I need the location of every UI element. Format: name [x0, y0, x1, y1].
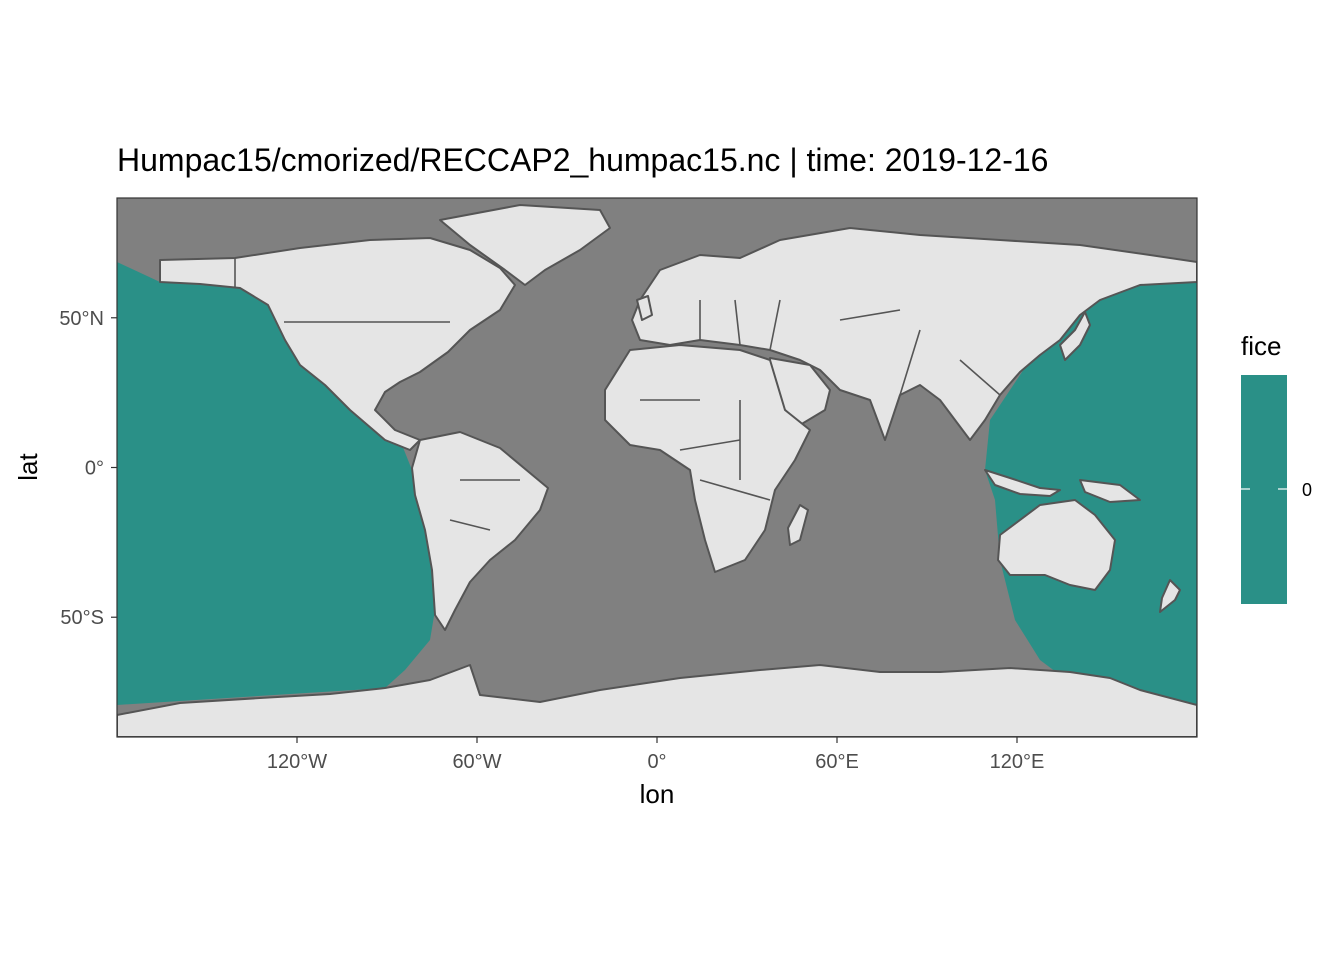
y-axis [111, 317, 117, 618]
land-north-america [159, 237, 516, 451]
land-madagascar [787, 504, 809, 546]
x-tick-label: 60°E [815, 751, 859, 773]
land-indonesia [984, 469, 1061, 497]
x-tick-label: 60°W [452, 751, 501, 773]
land-australia [997, 499, 1116, 591]
x-axis [296, 737, 1018, 743]
x-tick-label: 0° [647, 751, 666, 773]
y-axis-title: lat [13, 452, 43, 480]
land-uk [636, 295, 653, 321]
x-tick-labels: 120°W 60°W 0° 60°E 120°E [267, 751, 1044, 773]
y-tick-label: 50°S [60, 607, 104, 629]
y-tick-label: 50°N [59, 308, 104, 330]
land-africa [604, 344, 811, 573]
land-new-zealand [1159, 579, 1181, 613]
land-new-guinea [1079, 479, 1141, 503]
x-tick-label: 120°W [267, 751, 327, 773]
legend-label-0: 0 [1302, 480, 1312, 500]
y-tick-labels: 50°N 0° 50°S [59, 308, 104, 629]
legend-title: fice [1241, 331, 1281, 361]
pacific-fice-west [117, 262, 435, 705]
country-borders [234, 258, 1001, 531]
land-south-america [411, 431, 549, 631]
land-japan [1059, 311, 1091, 361]
land-antarctica [117, 664, 1197, 737]
pacific-fice-east [985, 282, 1197, 710]
plot-title: Humpac15/cmorized/RECCAP2_humpac15.nc | … [117, 142, 1049, 178]
y-tick-label: 0° [85, 458, 104, 480]
x-tick-label: 120°E [990, 751, 1045, 773]
land-greenland [439, 204, 611, 286]
map-panel [117, 198, 1197, 737]
x-axis-title: lon [640, 779, 675, 809]
